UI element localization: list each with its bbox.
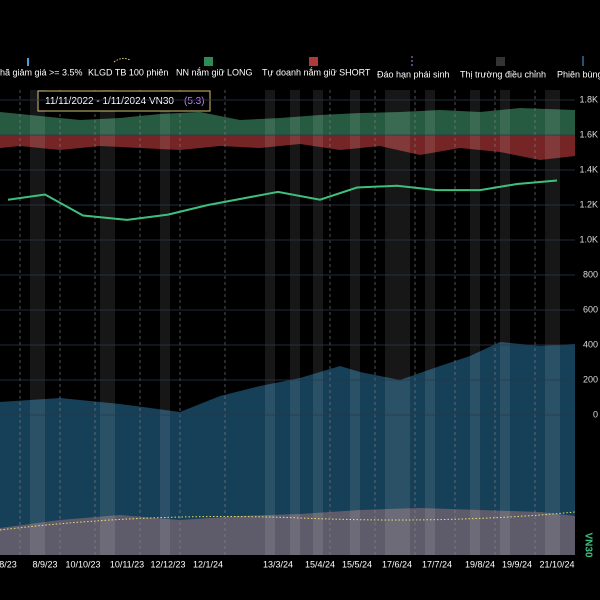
price-line — [7, 179, 558, 221]
x-tick-label: 10/10/23 — [65, 559, 100, 569]
y-tick-label: 1.4K — [579, 164, 598, 174]
x-tick-label: 10/11/23 — [110, 559, 144, 569]
x-tick-label: 19/9/24 — [502, 559, 532, 569]
x-tick-label: 8/23 — [0, 559, 17, 569]
long-area — [0, 108, 575, 135]
x-tick-label: 17/7/24 — [422, 559, 452, 569]
x-tick-label: 12/12/23 — [150, 559, 185, 569]
short-area — [0, 135, 575, 160]
y-tick-label: 1.0K — [579, 234, 598, 244]
correction-bands — [30, 90, 560, 555]
legend-label: hã giảm giá >= 3.5% — [0, 67, 83, 77]
y-tick-label: 1.8K — [579, 94, 598, 104]
legend-icon — [113, 57, 131, 63]
legend-label: Tự doanh nắm giữ SHORT — [262, 67, 371, 77]
flow-area — [0, 342, 575, 555]
x-tick-label: 13/3/24 — [263, 559, 293, 569]
legend-label: NN nắm giữ LONG — [176, 67, 253, 77]
legend-icon — [496, 57, 505, 66]
header-box — [37, 90, 211, 112]
legend-label: Thị trường điều chỉnh — [460, 69, 546, 79]
legend-icon — [309, 57, 318, 66]
x-tick-label: 15/4/24 — [305, 559, 335, 569]
y-tick-label: 1.6K — [579, 129, 598, 139]
y-axis-label: VN30 — [582, 532, 593, 557]
x-tick-label: 21/10/24 — [539, 559, 574, 569]
legend-label: KLGD TB 100 phiên — [88, 67, 168, 77]
legend-label: Đáo hạn phái sinh — [377, 69, 450, 79]
x-tick-label: 15/5/24 — [342, 559, 372, 569]
x-tick-label: 8/9/23 — [32, 559, 57, 569]
decoration — [0, 90, 576, 555]
chart-title: 11/11/2022 - 1/11/2024 VN30 — [45, 96, 174, 107]
y-tick-label: 400 — [583, 339, 598, 349]
x-tick-label: 12/1/24 — [193, 559, 223, 569]
y-tick-label: 200 — [583, 374, 598, 384]
legend-icon — [204, 57, 213, 66]
avg-volume-line — [0, 511, 576, 531]
legend-label: Phiên bùng — [557, 69, 600, 79]
y-tick-label: 0 — [593, 409, 598, 419]
y-tick-label: 1.2K — [579, 199, 598, 209]
legend: hã giảm giá >= 3.5% KLGD TB 100 phiên NN… — [0, 56, 600, 79]
y-tick-label: 600 — [583, 304, 598, 314]
chart-subtitle: (5.3) — [184, 96, 205, 107]
x-tick-label: 17/6/24 — [382, 559, 412, 569]
y-tick-label: 800 — [583, 269, 598, 279]
x-tick-label: 19/8/24 — [465, 559, 495, 569]
